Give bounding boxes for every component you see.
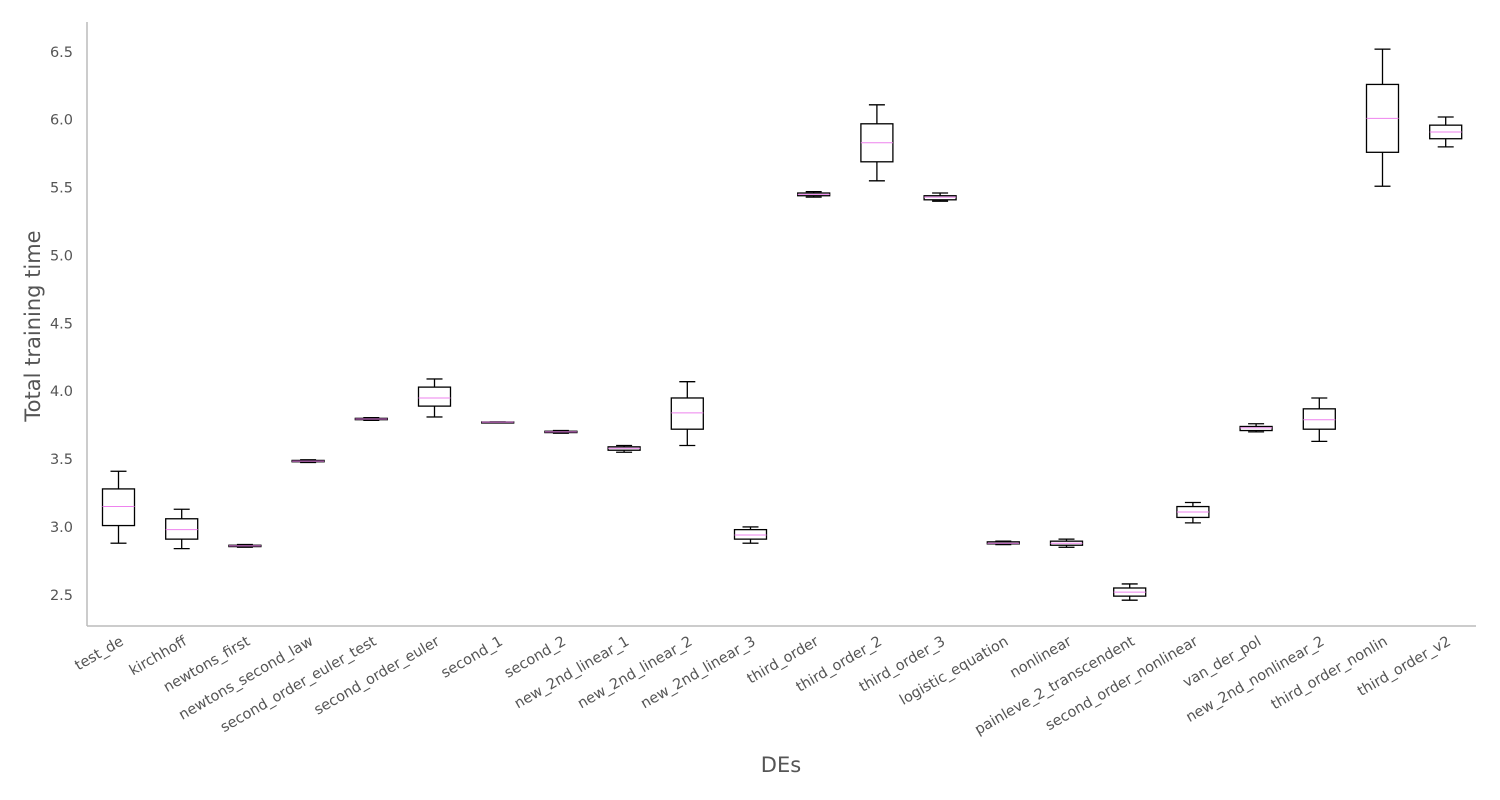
y-tick-label: 6.0 bbox=[50, 113, 73, 129]
y-tick-label: 3.5 bbox=[50, 452, 73, 468]
iqr-box bbox=[1302, 408, 1336, 430]
box-new_2nd_linear_3 bbox=[733, 526, 768, 544]
x-ticks: test_de kirchhoffnewtons_firstnewtons_sec… bbox=[72, 633, 1453, 738]
iqr-box bbox=[165, 518, 199, 540]
y-tick-label: 3.0 bbox=[50, 520, 73, 536]
box-new_2nd_linear_2 bbox=[670, 381, 704, 447]
iqr-box bbox=[923, 195, 957, 201]
box-third_order bbox=[797, 191, 831, 198]
x-tick-label: test_de bbox=[72, 634, 126, 675]
y-tick-label: 5.0 bbox=[50, 248, 73, 264]
y-tick-label: 5.5 bbox=[50, 181, 73, 197]
axes bbox=[86, 22, 1476, 627]
y-tick-label: 4.0 bbox=[50, 384, 73, 400]
box-third_order_v2 bbox=[1429, 116, 1463, 148]
iqr-box bbox=[670, 397, 704, 430]
box-new_2nd_linear_1 bbox=[607, 444, 641, 453]
y-ticks: 2.5 3.0 3.5 4.0 4.5 5.0 5.5 6.0 6.5 bbox=[50, 45, 73, 604]
box-third_order_nonlin bbox=[1365, 48, 1400, 187]
box-newtons_first bbox=[228, 543, 262, 548]
box-second_order_euler bbox=[417, 378, 452, 418]
y-tick-label: 2.5 bbox=[50, 588, 73, 604]
y-axis-label: Total training time bbox=[21, 230, 45, 422]
x-axis-label: DEs bbox=[761, 753, 801, 777]
box-test_de bbox=[101, 470, 136, 544]
box-nonlinear bbox=[1049, 538, 1084, 548]
x-tick-label: logistic_equation bbox=[897, 634, 1011, 709]
box-second_1 bbox=[481, 421, 515, 424]
x-tick-label: new_2nd_linear_1 bbox=[512, 634, 632, 713]
iqr-box bbox=[101, 488, 136, 527]
x-tick-label: third_order_nonlin bbox=[1269, 634, 1391, 714]
box-second_2 bbox=[544, 429, 578, 434]
box-second_order_nonlinear bbox=[1176, 501, 1210, 524]
boxes bbox=[101, 48, 1463, 601]
box-van_der_pol bbox=[1239, 423, 1273, 433]
iqr-box bbox=[1239, 425, 1273, 432]
y-tick-label: 6.5 bbox=[50, 45, 73, 61]
x-tick-label: second_1 bbox=[439, 634, 506, 682]
box-logistic_equation bbox=[986, 540, 1020, 546]
box-newtons_second_law bbox=[291, 459, 325, 464]
iqr-box bbox=[417, 386, 452, 407]
x-tick-label: new_2nd_linear_3 bbox=[638, 634, 758, 713]
box-new_2nd_nonlinear_2 bbox=[1302, 397, 1336, 443]
box-kirchhoff bbox=[165, 508, 199, 550]
iqr-box bbox=[733, 528, 768, 540]
box-second_order_euler_test bbox=[354, 417, 388, 422]
x-tick-label: new_2nd_linear_2 bbox=[575, 634, 695, 713]
box-third_order_2 bbox=[860, 104, 894, 182]
box-painleve_2_transcendent bbox=[1113, 583, 1147, 601]
y-tick-label: 4.5 bbox=[50, 316, 73, 332]
box-third_order_3 bbox=[923, 192, 957, 202]
